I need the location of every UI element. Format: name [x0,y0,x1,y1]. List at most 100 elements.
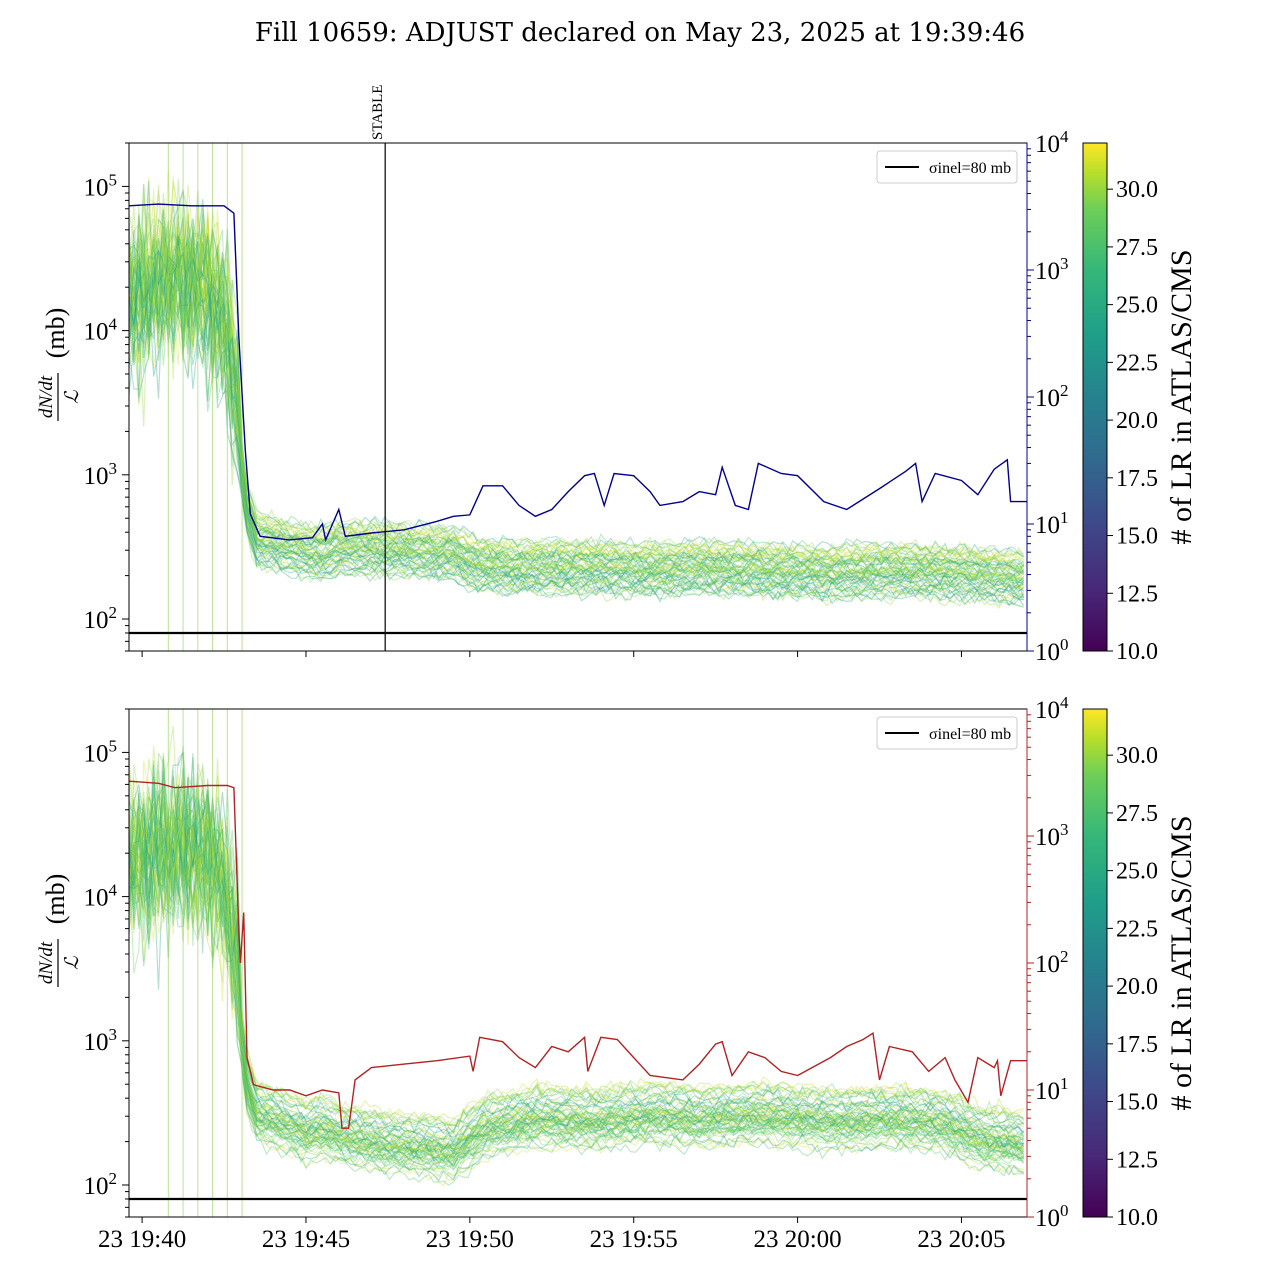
rate-trace [129,198,1025,582]
twin-tick-label: 101 [1035,508,1069,539]
rate-trace [129,760,1024,1127]
chart-panel-bottom: 102 103 104 105 100 101 102 103 104 23 19:40 23 19… [36,693,1198,1253]
rate-trace [129,777,1024,1172]
rate-trace [129,757,1024,1159]
y-label-unit: (mb) [41,308,70,359]
rate-trace [129,752,1025,1129]
y-tick-label: 102 [84,1169,118,1200]
rate-trace [129,795,1024,1156]
rate-trace [129,243,1025,607]
rate-trace [129,241,1025,589]
rate-trace [129,214,1024,589]
rate-trace [129,217,1025,580]
y-tick-label: 104 [84,315,118,346]
rate-trace [129,240,1025,599]
rate-trace [129,212,1024,562]
rate-trace [129,208,1024,587]
rate-trace [129,227,1024,586]
rate-trace [129,240,1024,593]
rate-trace [129,795,1025,1156]
x-tick-label: 23 20:00 [753,1226,841,1253]
colorbar-tick-label: 25.0 [1116,293,1158,319]
rate-trace [129,745,1024,1124]
rate-trace [129,199,1025,558]
legend: σinel=80 mb [876,150,1018,184]
x-tick-label: 23 20:05 [917,1226,1005,1253]
stable-label: STABLE [370,85,386,140]
rate-trace [129,750,1024,1151]
rate-trace [129,824,1024,1186]
rate-trace [129,785,1024,1148]
y-tick-label: 102 [84,603,118,634]
y-label-numerator: dN/dt [36,941,57,984]
rate-trace [129,805,1025,1163]
colorbar-tick-label: 27.5 [1116,235,1158,261]
rate-trace [129,764,1024,1134]
rate-trace [129,208,1025,598]
rate-trace [129,190,1024,572]
twin-tick-label: 103 [1035,820,1069,851]
rate-trace [129,213,1025,574]
rate-trace [129,253,1025,596]
x-tick-label: 23 19:40 [98,1226,186,1253]
twin-tick-label: 104 [1035,127,1069,158]
rate-trace [129,772,1025,1143]
twin-tick-label: 102 [1035,381,1069,412]
y-axis-label: dN/dt ℒ (mb) [36,874,83,987]
colorbar-tick-label: 17.5 [1116,1032,1158,1058]
rate-trace [129,785,1025,1160]
y-label-denominator: ℒ [62,955,83,970]
rate-traces [129,143,1025,651]
rate-trace [129,793,1024,1165]
legend: σinel=80 mb [876,716,1018,750]
colorbar-label: # of LR in ATLAS/CMS [1165,249,1198,544]
colorbar: 10.0 12.5 15.0 17.5 20.0 22.5 25.0 27.5 30.0 # of… [1082,708,1198,1231]
rate-trace [129,212,1025,573]
twin-series-line [129,203,1027,543]
rate-trace [129,822,1025,1178]
rate-trace [129,753,1025,1148]
colorbar-tick-label: 20.0 [1116,974,1158,1000]
colorbar-tick-label: 22.5 [1116,350,1158,376]
rate-trace [129,810,1025,1163]
rate-trace [129,786,1025,1149]
y-axis-label: dN/dt ℒ (mb) [36,308,83,421]
colorbar-tick-label: 20.0 [1116,408,1158,434]
rate-trace [129,184,1025,563]
colorbar-tick-label: 15.0 [1116,524,1158,550]
colorbar-tick-label: 12.5 [1116,581,1158,607]
rate-trace [129,806,1024,1152]
rate-trace [129,232,1024,583]
rate-trace [129,785,1024,1153]
rate-trace [129,775,1025,1160]
colorbar: 10.0 12.5 15.0 17.5 20.0 22.5 25.0 27.5 30.0 # of… [1082,142,1198,665]
rate-trace [129,175,1025,576]
rate-trace [129,183,1025,574]
rate-trace [129,222,1025,583]
rate-trace [129,235,1025,600]
colorbar-tick-label: 10.0 [1116,1205,1158,1231]
page-title: Fill 10659: ADJUST declared on May 23, 2… [254,18,1026,48]
rate-trace [129,789,1025,1168]
rate-trace [129,225,1025,590]
rate-trace [129,776,1025,1141]
rate-trace [129,760,1024,1155]
rate-trace [129,771,1025,1146]
rate-trace [129,787,1025,1153]
rate-trace [129,169,1024,571]
rate-trace [129,214,1025,594]
rate-trace [129,747,1025,1127]
colorbar-label: # of LR in ATLAS/CMS [1165,815,1198,1110]
rate-trace [129,230,1024,599]
rate-trace [129,763,1025,1158]
colorbar-tick-label: 25.0 [1116,859,1158,885]
rate-trace [129,234,1025,577]
y-tick-label: 104 [84,881,118,912]
rate-trace [129,228,1024,557]
rate-trace [129,181,1024,570]
rate-trace [129,215,1025,583]
rate-trace [129,239,1025,587]
rate-trace [129,189,1025,602]
rate-trace [129,795,1025,1161]
